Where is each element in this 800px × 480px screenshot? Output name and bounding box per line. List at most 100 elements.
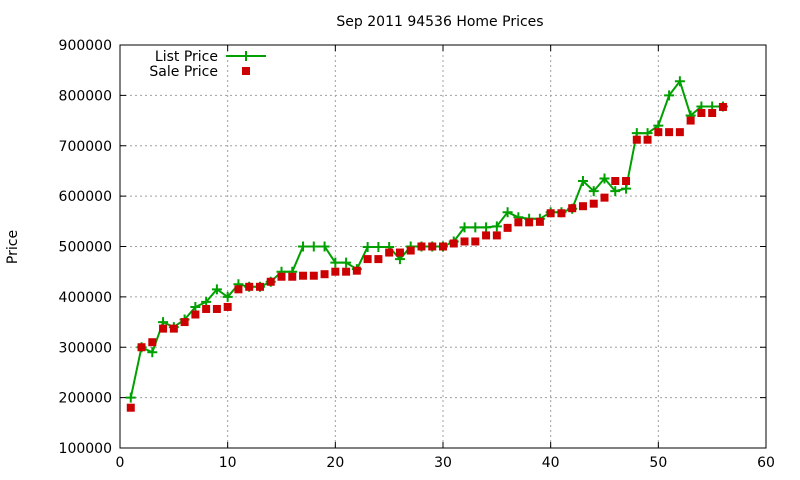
sale-price-point: [525, 218, 534, 227]
y-tick-label: 200000: [59, 391, 112, 407]
list-price-point: [222, 291, 233, 302]
sale-price-point: [546, 209, 555, 218]
list-price-point: [588, 186, 599, 197]
legend-label-list-price: List Price: [155, 49, 218, 65]
sale-price-point: [288, 272, 297, 281]
sale-price-point: [320, 270, 329, 279]
sale-price-point: [675, 128, 684, 137]
sale-price-point: [406, 246, 415, 255]
sale-price-point: [697, 109, 706, 118]
sale-price-point: [568, 204, 577, 213]
x-tick-label: 10: [219, 455, 237, 471]
x-tick-label: 50: [649, 455, 667, 471]
sale-price-point: [611, 177, 620, 186]
list-price-point: [319, 241, 330, 252]
list-price-point: [373, 242, 384, 253]
sale-price-point: [718, 102, 727, 111]
sale-price-point: [299, 271, 308, 280]
sale-price-point: [169, 324, 178, 333]
list-price-point: [308, 241, 319, 252]
sale-price-point: [632, 135, 641, 144]
series-list-price: [125, 76, 728, 403]
list-price-point: [481, 222, 492, 233]
sale-price-point: [309, 271, 318, 280]
list-price-point: [599, 173, 610, 184]
sale-price-point: [514, 218, 523, 227]
x-tick-label: 30: [434, 455, 452, 471]
sale-price-point: [439, 242, 447, 251]
x-tick-label: 40: [542, 455, 560, 471]
sale-price-point: [245, 282, 254, 291]
sale-price-point: [342, 267, 351, 276]
sale-price-point: [234, 285, 243, 294]
sale-price-point: [137, 343, 146, 352]
list-price-point: [577, 176, 588, 187]
sale-price-point: [212, 304, 221, 313]
sale-price-point: [589, 199, 598, 208]
list-price-point: [190, 301, 201, 312]
y-tick-label: 500000: [59, 240, 112, 256]
list-price-point: [491, 221, 502, 232]
sale-price-point: [665, 128, 674, 137]
sale-price-point: [202, 304, 211, 313]
x-axis: 0 10 20 30 40 50 60: [116, 45, 775, 471]
sale-price-point: [159, 324, 168, 333]
sale-price-point: [471, 237, 480, 246]
sale-price-point: [535, 217, 544, 226]
sale-price-point: [578, 202, 587, 211]
sale-price-point: [277, 272, 286, 281]
sale-price-point: [460, 237, 469, 246]
sale-price-point: [417, 242, 426, 251]
list-price-point: [470, 222, 481, 233]
y-tick-label: 600000: [59, 189, 112, 205]
y-tick-label: 400000: [59, 290, 112, 306]
list-price-point: [459, 222, 470, 233]
chart-title: Sep 2011 94536 Home Prices: [336, 14, 543, 30]
list-price-point: [330, 257, 341, 268]
sale-price-point: [482, 231, 491, 240]
list-price-point: [610, 186, 621, 197]
list-price-point: [674, 76, 685, 87]
sale-price-point: [708, 109, 717, 118]
sale-price-point: [266, 277, 275, 286]
sale-price-point: [223, 302, 232, 311]
y-tick-label: 700000: [59, 139, 112, 155]
sale-price-point: [643, 135, 652, 144]
sale-price-point: [126, 403, 135, 412]
list-price-line: [129, 79, 723, 398]
x-tick-label: 0: [116, 455, 125, 471]
y-tick-label: 100000: [59, 441, 112, 457]
sale-price-point: [255, 282, 264, 291]
list-price-point: [125, 392, 136, 403]
sale-price-point: [395, 248, 404, 257]
series-sale-price: [126, 102, 727, 412]
sale-price-point: [191, 310, 200, 319]
sale-price-point: [428, 242, 437, 251]
y-tick-label: 800000: [59, 88, 112, 104]
list-price-point: [664, 90, 675, 101]
sale-price-point: [363, 255, 372, 264]
sale-price-point: [374, 255, 383, 264]
sale-price-point: [148, 338, 157, 347]
x-tick-label: 60: [757, 455, 775, 471]
sale-price-point: [180, 318, 189, 327]
sale-price-point: [654, 128, 663, 137]
list-price-point: [621, 183, 632, 194]
sale-price-point: [352, 266, 361, 275]
list-price-point: [362, 242, 373, 253]
sale-price-point: [492, 231, 501, 240]
list-price-point: [298, 241, 309, 252]
sale-price-point: [331, 267, 340, 276]
sale-price-point: [686, 116, 695, 125]
y-axis: 100000 200000 300000 400000 500000 600000 7000…: [59, 38, 766, 457]
list-price-point: [502, 207, 513, 218]
y-tick-label: 900000: [59, 38, 112, 54]
sale-price-point: [622, 177, 631, 186]
list-price-point: [211, 284, 222, 295]
sale-price-point: [385, 248, 394, 257]
legend-label-sale-price: Sale Price: [149, 64, 218, 80]
sale-price-point: [557, 209, 566, 218]
x-tick-label: 20: [326, 455, 344, 471]
sale-price-point: [600, 193, 609, 202]
